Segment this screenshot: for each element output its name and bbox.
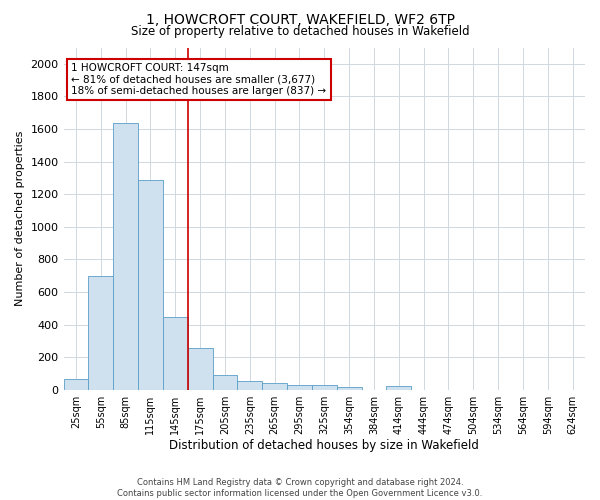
Bar — [138, 180, 163, 390]
Bar — [337, 388, 362, 390]
Bar — [287, 385, 312, 390]
Bar — [262, 383, 287, 390]
Bar — [312, 385, 337, 390]
Bar — [212, 375, 238, 390]
Text: Size of property relative to detached houses in Wakefield: Size of property relative to detached ho… — [131, 25, 469, 38]
Bar — [113, 124, 138, 390]
Text: 1 HOWCROFT COURT: 147sqm
← 81% of detached houses are smaller (3,677)
18% of sem: 1 HOWCROFT COURT: 147sqm ← 81% of detach… — [71, 63, 326, 96]
Bar — [163, 317, 188, 390]
Text: Contains HM Land Registry data © Crown copyright and database right 2024.
Contai: Contains HM Land Registry data © Crown c… — [118, 478, 482, 498]
Bar — [238, 380, 262, 390]
Bar — [64, 379, 88, 390]
X-axis label: Distribution of detached houses by size in Wakefield: Distribution of detached houses by size … — [169, 440, 479, 452]
Bar — [386, 386, 411, 390]
Y-axis label: Number of detached properties: Number of detached properties — [15, 131, 25, 306]
Bar — [188, 348, 212, 390]
Bar — [88, 276, 113, 390]
Text: 1, HOWCROFT COURT, WAKEFIELD, WF2 6TP: 1, HOWCROFT COURT, WAKEFIELD, WF2 6TP — [146, 12, 455, 26]
